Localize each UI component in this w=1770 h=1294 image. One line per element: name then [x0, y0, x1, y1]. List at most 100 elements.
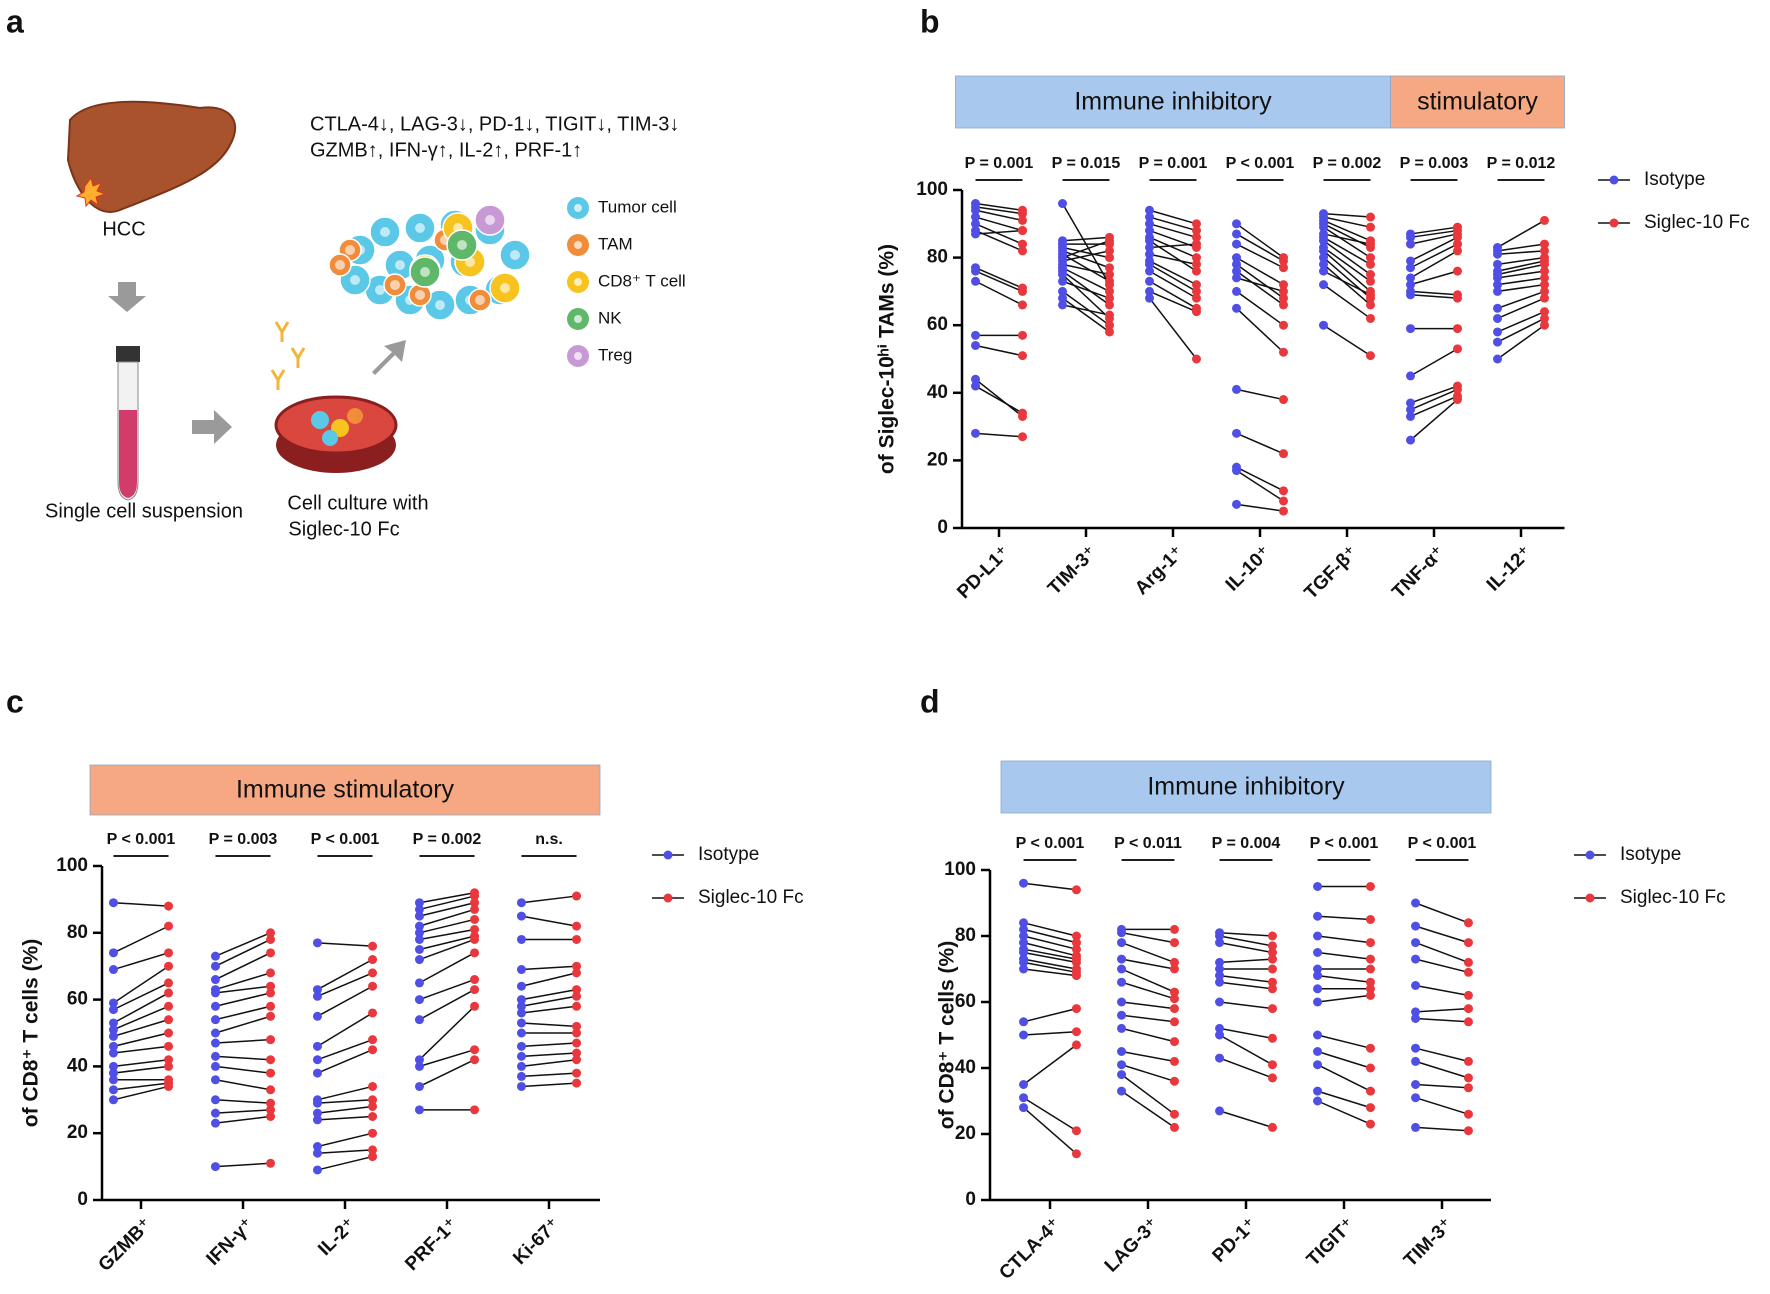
pair-line	[113, 1005, 169, 1031]
band-label: Immune inhibitory	[1147, 773, 1345, 801]
data-point	[1145, 219, 1155, 229]
legend-label: NK	[598, 308, 622, 327]
data-point	[1019, 1030, 1029, 1040]
pair-line	[521, 995, 577, 1008]
data-point	[1365, 276, 1375, 286]
pair-line	[1317, 1034, 1371, 1049]
pair-line	[1149, 236, 1197, 259]
pair-line	[1121, 1090, 1175, 1129]
arrow	[372, 340, 406, 375]
data-point	[1267, 931, 1277, 941]
data-point	[1406, 239, 1416, 249]
pair-line	[215, 1038, 271, 1044]
pair-line	[975, 378, 1023, 418]
data-point	[1017, 286, 1027, 296]
data-point	[1215, 1023, 1225, 1033]
pair-line	[317, 942, 373, 947]
data-point	[414, 978, 424, 988]
cell-nucleus	[435, 300, 445, 310]
data-point	[414, 911, 424, 921]
pair-line	[1149, 260, 1197, 286]
data-point	[1215, 964, 1225, 974]
data-point	[572, 1078, 582, 1088]
data-point	[1278, 293, 1288, 303]
pair-line	[215, 1065, 271, 1074]
pair-line	[317, 1085, 373, 1101]
data-point	[1365, 300, 1375, 310]
panel-letter: b	[920, 3, 940, 39]
pair-line	[215, 1015, 271, 1034]
data-point	[368, 941, 378, 951]
x-tick-label: IFN-γ⁺	[203, 1214, 259, 1270]
data-point	[1104, 320, 1114, 330]
cell-nucleus	[510, 250, 520, 260]
data-point	[470, 1055, 480, 1065]
liver-icon	[66, 100, 237, 213]
data-point	[1463, 938, 1473, 948]
data-point	[1278, 486, 1288, 496]
pair-line	[521, 1072, 577, 1078]
data-point	[1104, 300, 1114, 310]
data-point	[1169, 1004, 1179, 1014]
data-point	[470, 904, 480, 914]
pair-line	[975, 216, 1023, 232]
data-point	[1071, 931, 1081, 941]
data-point	[971, 330, 981, 340]
data-point	[1232, 219, 1242, 229]
pair-line	[1023, 968, 1077, 977]
data-point	[1071, 944, 1081, 954]
pair-line	[215, 1055, 271, 1061]
data-point	[414, 1055, 424, 1065]
data-point	[1215, 957, 1225, 967]
p-value: P = 0.002	[413, 831, 482, 848]
data-point	[470, 1001, 480, 1011]
data-point	[1365, 259, 1375, 269]
data-point	[971, 340, 981, 350]
legend-label: Tumor cell	[598, 197, 677, 216]
data-point	[1019, 1103, 1029, 1113]
data-point	[368, 1145, 378, 1155]
data-point	[1313, 971, 1323, 981]
data-point	[414, 945, 424, 954]
pair-line	[1062, 253, 1110, 282]
data-point	[1365, 984, 1375, 994]
pair-line	[317, 985, 373, 1017]
pair-line	[1497, 290, 1545, 310]
pair-line	[419, 952, 475, 984]
cell-legend: Tumor cell TAM CD8⁺ T cell NK Treg	[567, 197, 686, 367]
data-point	[368, 1035, 378, 1045]
data-point	[414, 904, 424, 914]
data-point	[1215, 977, 1225, 987]
pair-line	[215, 972, 271, 991]
data-point	[1017, 432, 1027, 442]
data-point	[210, 1028, 220, 1038]
data-point	[368, 1152, 378, 1162]
data-point	[266, 1068, 276, 1078]
p-value: P < 0.001	[311, 831, 380, 848]
data-point	[414, 898, 424, 908]
data-point	[1104, 276, 1114, 286]
x-tick-label: TIM-3⁺	[1400, 1214, 1457, 1271]
x-tick-label: TGF-β⁺	[1301, 542, 1362, 603]
data-point	[108, 898, 118, 908]
data-point	[210, 1015, 220, 1025]
pair-line	[317, 958, 373, 991]
data-point	[414, 934, 424, 944]
pair-line	[1497, 297, 1545, 320]
pair-line	[1317, 974, 1371, 983]
data-point	[1191, 354, 1201, 364]
pair-line	[1149, 263, 1197, 293]
pair-line	[113, 992, 169, 1024]
data-point	[516, 1001, 526, 1011]
data-point	[516, 911, 526, 921]
data-point	[572, 991, 582, 1001]
data-point	[1313, 984, 1323, 994]
data-point	[1017, 215, 1027, 225]
x-tick-label: PD-1⁺	[1209, 1214, 1262, 1267]
data-point	[1411, 1122, 1421, 1132]
cell-nucleus	[500, 283, 510, 293]
pair-line	[419, 978, 475, 1001]
data-point	[1313, 1086, 1323, 1096]
data-point	[164, 1001, 174, 1011]
data-point	[414, 1105, 424, 1115]
